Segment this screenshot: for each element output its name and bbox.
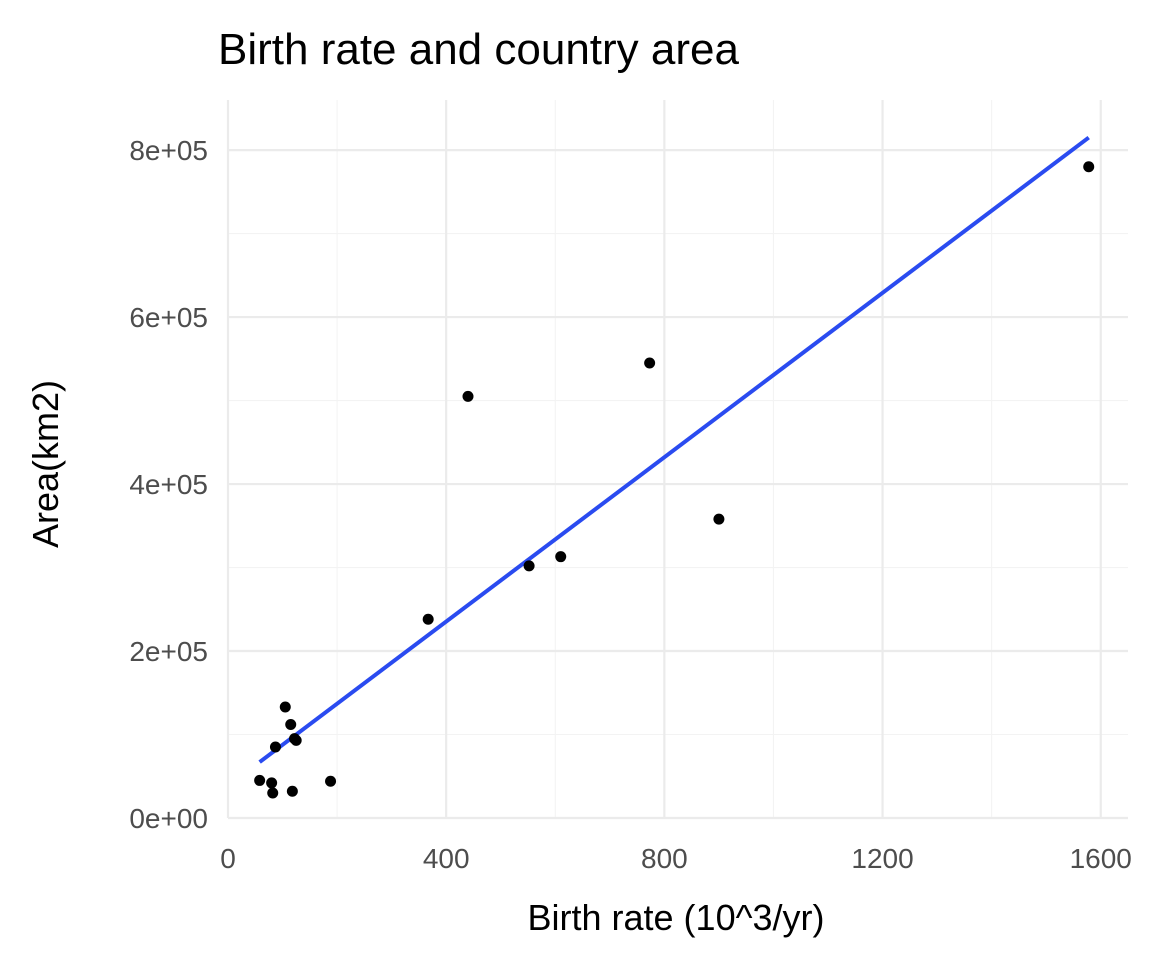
data-point: [254, 774, 266, 786]
data-point: [555, 551, 567, 563]
data-point: [462, 390, 474, 402]
x-axis-title: Birth rate (10^3/yr): [528, 897, 825, 938]
data-point: [269, 741, 281, 753]
regression-line-layer: [258, 135, 1090, 764]
y-tick-label: 2e+05: [129, 636, 208, 667]
y-axis-title: Area(km2): [25, 380, 66, 548]
y-tick-label: 4e+05: [129, 469, 208, 500]
x-tick-label: 400: [423, 843, 470, 874]
data-point: [266, 777, 278, 789]
data-point: [523, 560, 535, 572]
x-tick-label: 800: [641, 843, 688, 874]
y-axis-ticks: 0e+00 2e+05 4e+05 6e+05 8e+05: [129, 135, 208, 834]
data-point: [713, 513, 725, 525]
x-tick-label: 1200: [851, 843, 913, 874]
x-axis-ticks: 0 400 800 1200 1600: [220, 843, 1132, 874]
data-point: [286, 785, 298, 797]
y-tick-label: 8e+05: [129, 135, 208, 166]
points-layer: [254, 161, 1095, 799]
data-point: [325, 775, 337, 787]
data-point: [422, 613, 434, 625]
chart-title: Birth rate and country area: [218, 25, 739, 74]
data-point: [644, 357, 656, 369]
data-point: [1083, 161, 1095, 173]
data-point: [285, 718, 297, 730]
y-tick-label: 6e+05: [129, 302, 208, 333]
x-tick-label: 0: [220, 843, 236, 874]
x-tick-label: 1600: [1070, 843, 1132, 874]
data-point: [267, 787, 279, 799]
grid: [226, 100, 1128, 820]
data-point: [279, 701, 291, 713]
y-tick-label: 0e+00: [129, 803, 208, 834]
data-point: [290, 734, 302, 746]
regression-line: [258, 135, 1090, 764]
